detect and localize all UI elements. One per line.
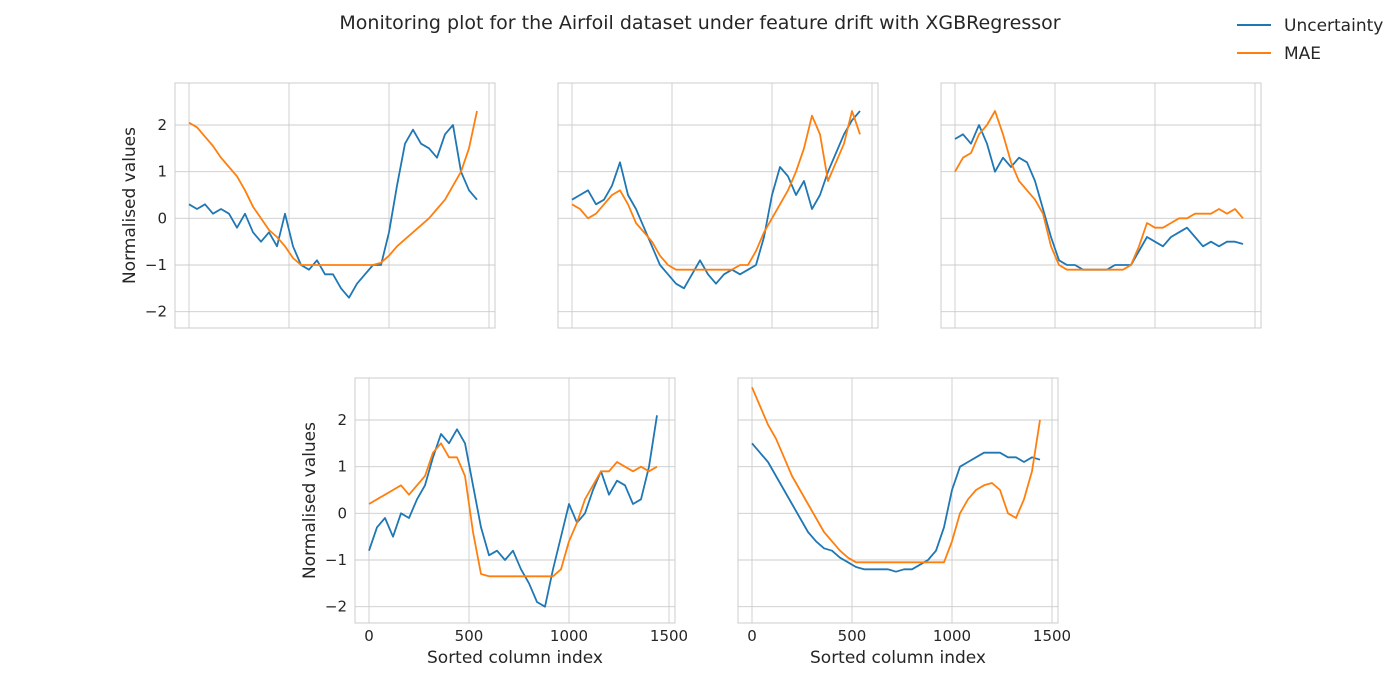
y-axis-title: Normalised values [120, 127, 140, 284]
subplot-top-right [940, 82, 1262, 329]
axes-background [354, 377, 676, 624]
series-line-mae [954, 110, 1244, 271]
subplot-grid: −2 −1 0 1 2 Normalised values −2 −1 0 1 2 0 500 1000 1… [120, 82, 1262, 668]
y-tick-label: 0 [337, 504, 347, 522]
y-tick-label: −1 [325, 551, 347, 569]
series-line-mae [571, 110, 861, 271]
series-line-mae [188, 110, 478, 266]
x-tick-label: 1000 [933, 627, 971, 645]
y-tick-label: −2 [145, 303, 167, 321]
x-tick-label: 1500 [1033, 627, 1071, 645]
subplot-top-middle [557, 82, 879, 329]
x-axis-title: Sorted column index [810, 648, 986, 668]
x-tick-label: 1000 [550, 627, 588, 645]
figure-title: Monitoring plot for the Airfoil dataset … [339, 12, 1060, 34]
series-line-uncertainty [188, 124, 478, 299]
x-tick-label: 500 [838, 627, 867, 645]
series-line-uncertainty [368, 415, 658, 608]
x-tick-label: 0 [747, 627, 757, 645]
legend-label-mae: MAE [1284, 44, 1321, 64]
axes-background [174, 82, 496, 329]
y-tick-label: 0 [157, 209, 167, 227]
y-axis-title: Normalised values [300, 422, 320, 579]
y-tick-label: −1 [145, 256, 167, 274]
subplot-bottom-right: 0 500 1000 1500 Sorted column index [737, 377, 1071, 668]
axes-background [557, 82, 879, 329]
x-tick-label: 0 [364, 627, 374, 645]
y-tick-label: 2 [337, 411, 347, 429]
series-line-mae [368, 442, 658, 578]
subplot-top-left: −2 −1 0 1 2 Normalised values [120, 82, 496, 329]
legend: Uncertainty MAE [1237, 16, 1383, 64]
axes-background [737, 377, 1059, 624]
series-line-mae [751, 386, 1041, 564]
x-axis-title: Sorted column index [427, 648, 603, 668]
y-tick-label: 2 [157, 116, 167, 134]
subplot-bottom-left: −2 −1 0 1 2 0 500 1000 1500 Sorted column index No… [300, 377, 688, 668]
series-line-uncertainty [751, 442, 1041, 573]
y-tick-label: 1 [157, 163, 167, 181]
y-tick-label: −2 [325, 598, 347, 616]
series-line-uncertainty [571, 110, 861, 290]
x-tick-label: 1500 [650, 627, 688, 645]
axes-background [940, 82, 1262, 329]
x-tick-label: 500 [455, 627, 484, 645]
y-tick-label: 1 [337, 458, 347, 476]
legend-label-uncertainty: Uncertainty [1284, 16, 1383, 36]
